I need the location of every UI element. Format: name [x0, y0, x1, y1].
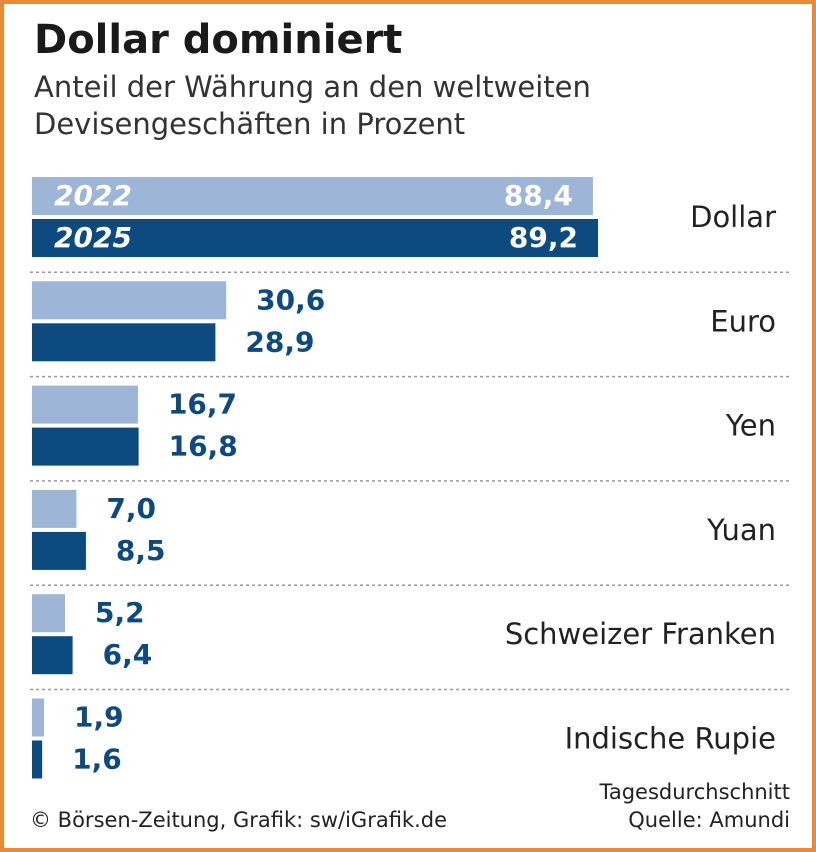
bar: [32, 219, 598, 257]
value-label: 89,2: [509, 221, 578, 254]
chart-subtitle: Anteil der Währung an den weltweiten: [34, 70, 591, 104]
bar: [32, 323, 216, 362]
category-label: Dollar: [690, 200, 776, 234]
bar: [32, 698, 45, 737]
value-label: 7,0: [106, 492, 156, 525]
source: Quelle: Amundi: [628, 808, 790, 832]
category-label: Yen: [725, 409, 776, 443]
value-label: 5,2: [95, 596, 145, 629]
value-label: 30,6: [256, 283, 325, 316]
bar: [32, 636, 73, 675]
bar: [32, 385, 138, 424]
value-label: 16,8: [169, 430, 238, 463]
legend-label: 2022: [54, 179, 132, 212]
bar: [32, 489, 77, 528]
category-label: Indische Rupie: [565, 722, 776, 756]
bar: [32, 427, 139, 466]
category-label: Schweizer Franken: [505, 617, 776, 651]
value-label: 6,4: [103, 638, 153, 671]
category-label: Euro: [710, 304, 776, 338]
value-label: 8,5: [116, 534, 166, 567]
bar: [32, 740, 43, 779]
bar: [32, 281, 227, 320]
chart-title: Dollar dominiert: [34, 17, 402, 63]
value-label: 1,6: [72, 743, 122, 776]
value-label: 88,4: [504, 179, 573, 212]
category-label: Yuan: [706, 513, 776, 547]
legend-label: 2025: [54, 221, 132, 254]
credit: © Börsen-Zeitung, Grafik: sw/iGrafik.de: [30, 808, 447, 832]
value-label: 28,9: [245, 325, 314, 358]
bar: [32, 531, 86, 570]
value-label: 1,9: [74, 701, 124, 734]
bar: [32, 594, 65, 633]
chart-subtitle: Devisengeschäften in Prozent: [34, 107, 465, 141]
bar: [32, 177, 593, 215]
value-label: 16,7: [168, 388, 237, 421]
note: Tagesdurchschnitt: [599, 780, 791, 804]
